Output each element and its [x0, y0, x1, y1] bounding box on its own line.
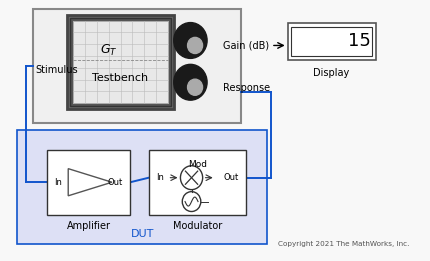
Text: Stimulus: Stimulus — [35, 65, 77, 75]
Circle shape — [181, 166, 203, 190]
Polygon shape — [68, 169, 112, 196]
Text: DUT: DUT — [131, 229, 154, 239]
Text: In: In — [54, 178, 62, 187]
Text: Amplifier: Amplifier — [67, 221, 111, 230]
Text: Response: Response — [223, 83, 270, 93]
Bar — [73, 21, 168, 103]
Circle shape — [174, 23, 207, 58]
Text: Mod: Mod — [188, 160, 207, 169]
Text: Out: Out — [223, 173, 239, 182]
Bar — [291, 27, 372, 56]
Text: 15: 15 — [348, 32, 371, 50]
Bar — [47, 150, 130, 215]
Text: Modulator: Modulator — [173, 221, 222, 230]
Text: Copyright 2021 The MathWorks, Inc.: Copyright 2021 The MathWorks, Inc. — [278, 241, 410, 247]
Circle shape — [182, 192, 201, 211]
Text: $G_T$: $G_T$ — [100, 43, 118, 58]
Circle shape — [187, 79, 203, 95]
Circle shape — [174, 64, 207, 100]
Text: In: In — [156, 173, 164, 182]
Bar — [17, 130, 267, 244]
Bar — [33, 9, 241, 123]
Text: Testbench: Testbench — [92, 73, 149, 83]
Text: Gain (dB): Gain (dB) — [223, 40, 269, 50]
Bar — [149, 150, 246, 215]
Bar — [288, 23, 375, 60]
Text: Display: Display — [313, 68, 350, 78]
Text: Out: Out — [108, 178, 123, 187]
Bar — [70, 17, 171, 106]
Circle shape — [187, 37, 203, 54]
Bar — [68, 15, 174, 109]
